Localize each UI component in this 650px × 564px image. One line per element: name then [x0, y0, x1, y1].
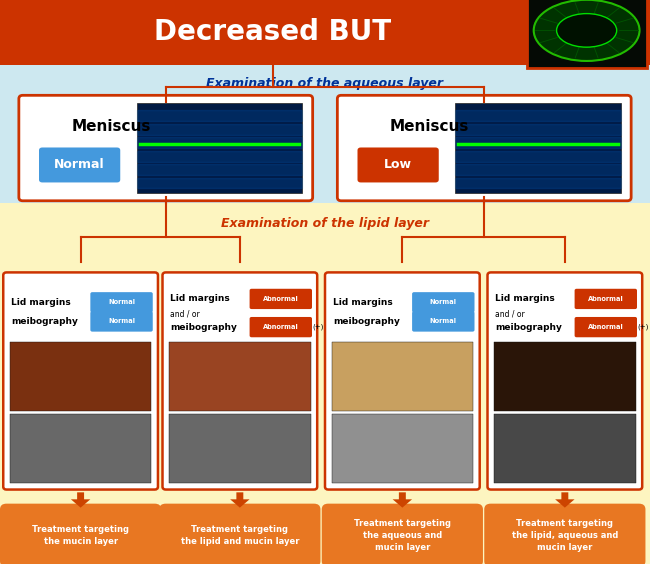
Text: Normal: Normal [108, 299, 135, 305]
Text: meibography: meibography [11, 317, 78, 326]
Text: meibography: meibography [170, 323, 237, 332]
Text: Normal: Normal [55, 158, 105, 171]
Text: Decreased BUT: Decreased BUT [155, 19, 391, 46]
Bar [169, 342, 311, 411]
Text: Treatment targeting
the lipid, aqueous and
mucin layer: Treatment targeting the lipid, aqueous a… [512, 519, 618, 552]
FancyBboxPatch shape [250, 317, 312, 337]
FancyBboxPatch shape [488, 272, 642, 490]
Bar [455, 103, 621, 193]
Text: Lid margins: Lid margins [495, 294, 555, 303]
Bar [526, 0, 647, 68]
Bar [332, 342, 473, 411]
Text: Abnormal: Abnormal [588, 324, 624, 330]
Text: Lid margins: Lid margins [170, 294, 230, 303]
FancyBboxPatch shape [412, 311, 474, 332]
FancyBboxPatch shape [90, 311, 153, 332]
FancyBboxPatch shape [575, 317, 637, 337]
FancyBboxPatch shape [250, 289, 312, 309]
FancyBboxPatch shape [322, 504, 483, 564]
FancyBboxPatch shape [0, 504, 161, 564]
Bar [0, 65, 650, 203]
Bar [10, 415, 151, 483]
Text: and / or: and / or [170, 309, 200, 318]
Text: meibography: meibography [495, 323, 562, 332]
Text: Normal: Normal [430, 319, 457, 324]
Text: Treatment targeting
the aqueous and
mucin layer: Treatment targeting the aqueous and muci… [354, 519, 451, 552]
Text: Low: Low [384, 158, 412, 171]
FancyBboxPatch shape [412, 292, 474, 312]
Text: Abnormal: Abnormal [588, 296, 624, 302]
FancyBboxPatch shape [325, 272, 480, 490]
FancyBboxPatch shape [159, 504, 320, 564]
Text: (+): (+) [638, 324, 649, 331]
Bar [494, 415, 636, 483]
Text: Normal: Normal [108, 319, 135, 324]
FancyBboxPatch shape [19, 95, 313, 201]
Text: Meniscus: Meniscus [390, 119, 469, 134]
Text: Abnormal: Abnormal [263, 324, 299, 330]
FancyBboxPatch shape [162, 272, 317, 490]
Bar [0, 203, 650, 564]
Bar [0, 0, 650, 65]
Text: Meniscus: Meniscus [72, 119, 151, 134]
FancyBboxPatch shape [484, 504, 645, 564]
Ellipse shape [556, 14, 617, 47]
Text: Examination of the aqueous layer: Examination of the aqueous layer [207, 77, 443, 90]
Ellipse shape [534, 0, 640, 61]
Text: Examination of the lipid layer: Examination of the lipid layer [221, 217, 429, 230]
Text: and / or: and / or [495, 309, 525, 318]
Bar [494, 342, 636, 411]
Text: Lid margins: Lid margins [11, 298, 71, 307]
Text: Lid margins: Lid margins [333, 298, 393, 307]
Text: Normal: Normal [430, 299, 457, 305]
FancyBboxPatch shape [3, 272, 158, 490]
Text: meibography: meibography [333, 317, 400, 326]
Text: Treatment targeting
the lipid and mucin layer: Treatment targeting the lipid and mucin … [181, 525, 299, 545]
Bar [332, 415, 473, 483]
FancyBboxPatch shape [358, 148, 439, 183]
Bar [10, 342, 151, 411]
Bar [169, 415, 311, 483]
Text: Treatment targeting
the mucin layer: Treatment targeting the mucin layer [32, 525, 129, 545]
Text: Abnormal: Abnormal [263, 296, 299, 302]
FancyBboxPatch shape [90, 292, 153, 312]
Text: (+): (+) [313, 324, 324, 331]
FancyBboxPatch shape [39, 148, 120, 183]
FancyBboxPatch shape [575, 289, 637, 309]
Bar [136, 103, 302, 193]
FancyBboxPatch shape [337, 95, 631, 201]
